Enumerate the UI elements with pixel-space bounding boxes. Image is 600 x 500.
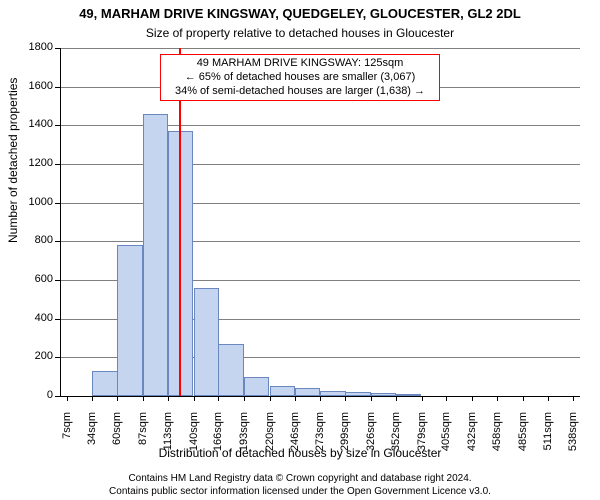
gridline — [60, 125, 580, 126]
chart-subtitle: Size of property relative to detached ho… — [0, 26, 600, 40]
y-tick-label: 200 — [15, 350, 53, 362]
y-axis — [60, 48, 61, 396]
x-tick-mark — [523, 396, 524, 401]
plot-area: 0200400600800100012001400160018007sqm34s… — [60, 48, 580, 396]
x-axis-label: Distribution of detached houses by size … — [0, 446, 600, 460]
y-tick-label: 400 — [15, 312, 53, 324]
x-tick-mark — [396, 396, 397, 401]
gridline — [60, 241, 580, 242]
x-tick-mark — [143, 396, 144, 401]
annotation-line-3: 34% of semi-detached houses are larger (… — [165, 85, 435, 99]
histogram-bar — [143, 114, 168, 396]
y-tick-label: 1600 — [15, 80, 53, 92]
histogram-bar — [295, 388, 320, 396]
x-tick-mark — [244, 396, 245, 401]
annotation-line-2: ← 65% of detached houses are smaller (3,… — [165, 71, 435, 85]
x-tick-mark — [345, 396, 346, 401]
histogram-bar — [270, 386, 295, 396]
chart-title-address: 49, MARHAM DRIVE KINGSWAY, QUEDGELEY, GL… — [0, 6, 600, 21]
x-tick-mark — [117, 396, 118, 401]
histogram-bar — [194, 288, 219, 396]
annotation-line-1: 49 MARHAM DRIVE KINGSWAY: 125sqm — [165, 57, 435, 71]
gridline — [60, 48, 580, 49]
histogram-bar — [117, 245, 142, 396]
footer-attribution: Contains HM Land Registry data © Crown c… — [0, 473, 600, 498]
annotation-box: 49 MARHAM DRIVE KINGSWAY: 125sqm← 65% of… — [160, 54, 440, 101]
x-tick-mark — [371, 396, 372, 401]
y-tick-label: 1800 — [15, 41, 53, 53]
y-tick-label: 1000 — [15, 196, 53, 208]
x-tick-mark — [548, 396, 549, 401]
x-tick-mark — [320, 396, 321, 401]
footer-line-2: Contains public sector information licen… — [0, 486, 600, 499]
x-tick-mark — [168, 396, 169, 401]
x-tick-mark — [295, 396, 296, 401]
y-tick-label: 0 — [15, 389, 53, 401]
x-tick-mark — [573, 396, 574, 401]
x-tick-mark — [92, 396, 93, 401]
y-tick-label: 800 — [15, 234, 53, 246]
y-tick-label: 1200 — [15, 157, 53, 169]
x-tick-mark — [446, 396, 447, 401]
x-tick-mark — [472, 396, 473, 401]
histogram-bar — [218, 344, 243, 396]
histogram-bar — [92, 371, 117, 396]
x-tick-mark — [422, 396, 423, 401]
histogram-bar — [244, 377, 269, 396]
x-tick-mark — [218, 396, 219, 401]
gridline — [60, 164, 580, 165]
x-tick-mark — [270, 396, 271, 401]
x-tick-mark — [497, 396, 498, 401]
chart-container: 49, MARHAM DRIVE KINGSWAY, QUEDGELEY, GL… — [0, 0, 600, 500]
y-tick-label: 600 — [15, 273, 53, 285]
x-tick-mark — [67, 396, 68, 401]
gridline — [60, 203, 580, 204]
x-tick-mark — [194, 396, 195, 401]
y-tick-label: 1400 — [15, 118, 53, 130]
footer-line-1: Contains HM Land Registry data © Crown c… — [0, 473, 600, 486]
